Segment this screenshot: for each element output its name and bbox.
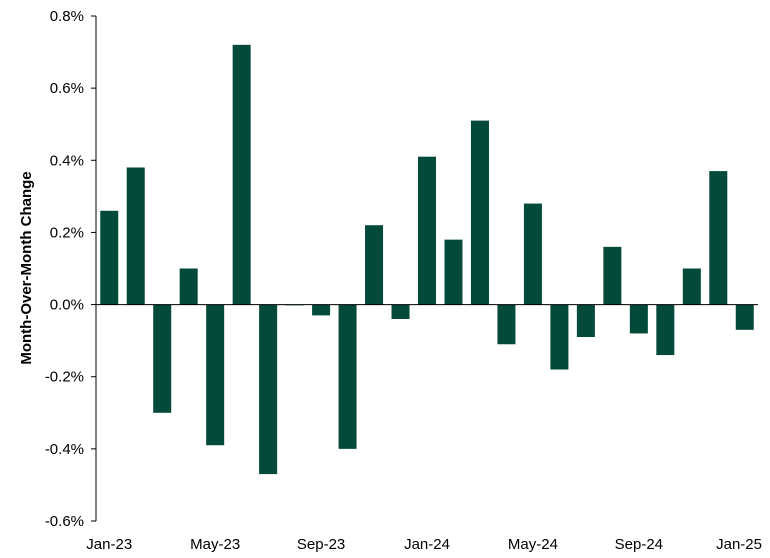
bar-jan-24 — [418, 156, 437, 305]
bar-jan-23 — [100, 210, 119, 305]
bar-dec-23 — [391, 304, 410, 319]
bar-feb-24 — [444, 239, 463, 305]
bar-jul-24 — [576, 304, 595, 338]
axes-group — [95, 16, 758, 521]
bar-jun-23 — [232, 44, 251, 305]
y-tick-label: -0.4% — [45, 441, 84, 458]
x-tick-label: Sep-24 — [615, 536, 663, 553]
y-tick-label: -0.2% — [45, 369, 84, 386]
x-tick-label: Jan-24 — [404, 536, 450, 553]
y-axis-title: Month-Over-Month Change — [18, 171, 35, 364]
x-tick-label: Jan-23 — [86, 536, 132, 553]
y-tick-label: 0.4% — [50, 152, 84, 169]
y-tick-label: 0.2% — [50, 224, 84, 241]
bar-apr-23 — [179, 268, 198, 305]
x-tick-label: Sep-23 — [297, 536, 345, 553]
bar-aug-24 — [603, 246, 622, 305]
bar-feb-23 — [126, 167, 145, 305]
bars-group — [100, 44, 754, 475]
bar-sep-23 — [312, 304, 331, 316]
y-ticks-group: -0.6% -0.4% -0.2% 0.0% 0.2% 0.4% 0.6% 0.8% — [45, 8, 96, 530]
bar-mar-24 — [470, 120, 489, 305]
bar-nov-24 — [682, 268, 701, 305]
bar-dec-24 — [709, 171, 728, 305]
bar-apr-24 — [497, 304, 516, 345]
bar-oct-24 — [656, 304, 675, 356]
x-tick-label: May-23 — [190, 536, 240, 553]
bar-may-23 — [206, 304, 225, 446]
y-tick-label: -0.6% — [45, 513, 84, 530]
bar-jul-23 — [259, 304, 278, 475]
x-ticks-group: Jan-23 May-23 Sep-23 Jan-24 May-24 Sep-24 Jan-… — [86, 536, 762, 553]
x-tick-label: Jan-25 — [716, 536, 762, 553]
bar-mar-23 — [153, 304, 172, 413]
y-tick-label: 0.0% — [50, 297, 84, 314]
x-tick-label: May-24 — [508, 536, 558, 553]
bar-jan-25 — [735, 304, 754, 330]
bar-oct-23 — [338, 304, 357, 449]
bar-may-24 — [523, 203, 542, 305]
bar-sep-24 — [629, 304, 648, 334]
y-tick-label: 0.6% — [50, 80, 84, 97]
y-tick-label: 0.8% — [50, 8, 84, 25]
bar-jun-24 — [550, 304, 569, 370]
bar-nov-23 — [365, 225, 384, 305]
